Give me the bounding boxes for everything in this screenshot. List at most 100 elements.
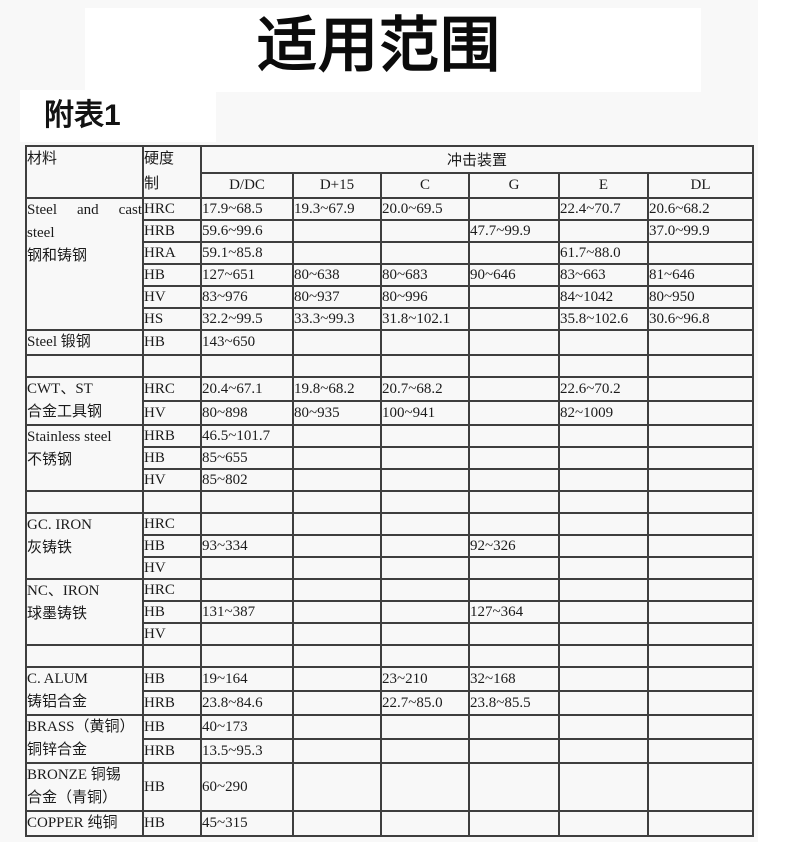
material-line: COPPER 纯铜 [27,815,118,831]
range-cell [468,762,560,812]
range-cell [646,714,755,740]
range-cell [468,285,560,309]
range-cell [468,810,560,837]
range-cell: 47.7~99.9 [468,219,560,243]
range-cell [380,600,470,624]
gap-cell [380,644,470,668]
range-cell: 59.6~99.6 [200,219,294,243]
range-cell [380,329,470,356]
material-line: 铸铝合金 [27,694,88,710]
range-cell: 60~290 [200,762,294,812]
range-cell [292,424,382,448]
scale-cell: HB [142,714,202,740]
table-row: C. ALUM 铸铝合金 HB 19~164 23~210 32~168 [25,666,755,716]
applicability-table: 材料 硬度 制 冲击装置 D/DC D+15 C G E DL Steel an… [25,144,755,837]
range-cell [292,446,382,470]
range-cell [558,219,649,243]
range-cell: 81~646 [646,263,755,287]
gap-cell [292,644,382,668]
scale-cell: HRC [142,197,202,221]
table-row: HRB 13.5~95.3 [26,738,755,764]
range-cell [558,666,649,692]
material-cell: Steel 锻钢 [25,329,144,356]
range-cell [292,329,382,356]
gap-cell [200,644,294,668]
range-cell [292,512,382,536]
range-cell [380,738,470,764]
table-row: BRASS（黄铜） 铜锌合金 HB 40~173 [25,714,755,764]
gap-cell [25,354,144,378]
range-cell: 20.6~68.2 [646,197,755,221]
material-cell: GC. IRON 灰铸铁 [25,512,144,580]
range-cell [380,714,470,740]
range-cell [558,329,649,356]
scale-cell: HRB [142,690,202,716]
header-hardness-scale: 硬度 制 [142,145,202,199]
range-cell [558,468,649,492]
scale-cell: HB [142,810,202,837]
range-cell [380,534,470,558]
section-gap-row [25,354,755,378]
range-cell [468,400,560,426]
scale-cell: HS [142,307,202,331]
range-cell: 143~650 [200,329,294,356]
header-row-1: 材料 硬度 制 冲击装置 [25,144,755,199]
range-cell [468,714,560,740]
table-row: HS 32.2~99.5 33.3~99.3 31.8~102.1 35.8~102.6… [26,307,755,331]
header-impact-device: 冲击装置 [199,144,755,175]
table-row: BRONZE 铜锡 合金（青铜） HB 60~290 [25,762,755,812]
range-cell: 80~996 [380,285,470,309]
material-line: GC. IRON [27,517,93,533]
range-cell [646,666,755,692]
range-cell: 80~898 [200,400,294,426]
range-cell [558,446,649,470]
appendix-label: 附表1 [44,99,121,132]
scale-cell: HV [142,556,202,580]
range-cell [200,622,294,646]
gap-cell [25,490,144,514]
material-line: 钢和铸钢 [27,248,88,264]
range-cell: 46.5~101.7 [200,424,294,448]
gap-cell [558,644,649,668]
range-cell: 100~941 [380,400,470,426]
range-cell [380,762,470,812]
range-cell [292,468,382,492]
range-cell: 127~364 [468,600,560,624]
material-line: 球墨铸铁 [27,606,88,622]
range-cell [380,810,470,837]
range-cell [292,762,382,812]
header-device-e: E [558,172,649,199]
gap-cell [558,490,649,514]
range-cell [200,512,294,536]
range-cell [646,622,755,646]
range-cell [292,578,382,602]
gap-cell [468,644,560,668]
range-cell [380,446,470,470]
range-cell: 19.8~68.2 [292,376,382,402]
range-cell: 13.5~95.3 [200,738,294,764]
range-cell: 80~638 [292,263,382,287]
range-cell: 80~950 [646,285,755,309]
material-line: BRASS（黄铜） [27,719,135,735]
range-cell: 19.3~67.9 [292,197,382,221]
scale-cell: HB [142,666,202,692]
range-cell: 92~326 [468,534,560,558]
range-cell [292,810,382,837]
range-cell [558,622,649,646]
range-cell [558,534,649,558]
scale-cell: HB [142,329,202,356]
range-cell [558,762,649,812]
range-cell [646,424,755,448]
range-cell [646,556,755,580]
gap-cell [646,490,755,514]
range-cell [292,556,382,580]
range-cell [380,556,470,580]
range-cell: 20.7~68.2 [380,376,470,402]
range-cell: 20.0~69.5 [380,197,470,221]
table-row: HV 85~802 [26,468,755,492]
range-cell [468,376,560,402]
range-cell [646,738,755,764]
range-cell: 85~655 [200,446,294,470]
gap-cell [380,354,470,378]
range-cell [380,219,470,243]
